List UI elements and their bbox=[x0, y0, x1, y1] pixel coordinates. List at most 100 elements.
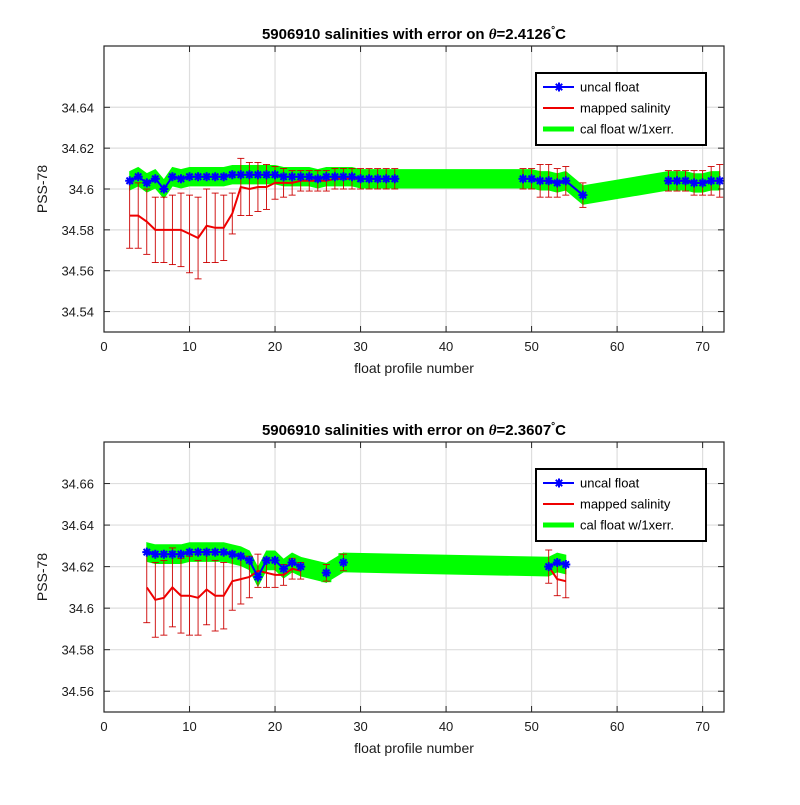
star-marker bbox=[689, 178, 699, 188]
legend-item: uncal float bbox=[543, 80, 640, 95]
uncal-float-point bbox=[202, 547, 212, 557]
uncal-float-point bbox=[313, 174, 323, 184]
mapped-salinity-line bbox=[547, 566, 567, 583]
star-marker bbox=[236, 551, 246, 561]
star-marker bbox=[219, 547, 229, 557]
star-marker bbox=[681, 176, 690, 186]
legend-label: mapped salinity bbox=[580, 497, 671, 512]
legend: uncal float mapped salinity cal float w/1x… bbox=[535, 72, 707, 146]
star-marker bbox=[296, 172, 306, 182]
star-marker bbox=[330, 172, 340, 182]
uncal-float-point bbox=[185, 547, 194, 557]
star-marker bbox=[296, 562, 306, 572]
uncal-float-point bbox=[338, 558, 348, 567]
legend-star-marker bbox=[554, 82, 564, 92]
y-tick-label: 34.56 bbox=[61, 264, 94, 279]
uncal-float-point bbox=[561, 560, 571, 569]
uncal-float-point bbox=[321, 172, 331, 182]
uncal-float-point bbox=[176, 174, 186, 184]
y-tick-label: 34.62 bbox=[61, 560, 94, 575]
star-marker bbox=[287, 172, 297, 182]
star-marker bbox=[535, 176, 545, 186]
chart-title: 5906910 salinities with error on θ=2.412… bbox=[262, 25, 566, 43]
x-tick-label: 20 bbox=[268, 719, 282, 734]
legend-label: uncal float bbox=[580, 476, 640, 491]
star-marker bbox=[663, 176, 673, 186]
star-marker bbox=[527, 174, 537, 184]
star-marker bbox=[150, 549, 160, 559]
y-tick-label: 34.64 bbox=[61, 100, 94, 115]
chart-1: 0 10 20 30 40 50 60 70 34.54 34.56 34.58 34.6 34.62 3… bbox=[34, 25, 725, 376]
uncal-float-point bbox=[681, 176, 690, 186]
uncal-float-point bbox=[287, 172, 297, 182]
star-marker bbox=[270, 555, 280, 565]
cal-float-band-gap bbox=[394, 169, 524, 189]
uncal-float-point bbox=[227, 549, 237, 559]
uncal-float-point bbox=[210, 547, 220, 557]
chart-2: 0 10 20 30 40 50 60 70 34.56 34.58 34.6 34.62 34.64 3… bbox=[34, 421, 725, 756]
star-marker bbox=[176, 174, 186, 184]
star-marker bbox=[142, 178, 152, 188]
uncal-float-point bbox=[167, 549, 177, 559]
uncal-float-point bbox=[142, 178, 152, 188]
star-marker bbox=[578, 190, 588, 200]
star-marker bbox=[262, 170, 271, 180]
star-marker bbox=[185, 172, 194, 182]
title-theta: θ bbox=[489, 27, 497, 43]
star-marker bbox=[356, 174, 366, 184]
star-marker bbox=[142, 547, 152, 557]
star-marker bbox=[279, 172, 289, 182]
star-marker bbox=[518, 174, 528, 184]
uncal-float-point bbox=[227, 170, 237, 180]
x-tick-label: 40 bbox=[439, 339, 453, 354]
star-marker bbox=[185, 547, 194, 557]
star-marker bbox=[321, 172, 331, 182]
star-marker bbox=[364, 174, 374, 184]
uncal-float-point bbox=[236, 170, 246, 180]
star-marker bbox=[219, 172, 229, 182]
star-marker bbox=[338, 558, 348, 567]
uncal-float-point bbox=[390, 174, 400, 184]
star-marker bbox=[672, 176, 682, 186]
x-tick-label: 50 bbox=[524, 719, 538, 734]
title-theta: θ bbox=[489, 423, 497, 439]
legend-item: cal float w/1xerr. bbox=[543, 122, 674, 137]
legend-label: cal float w/1xerr. bbox=[580, 518, 674, 533]
y-tick-label: 34.64 bbox=[61, 518, 94, 533]
uncal-float-point bbox=[364, 174, 374, 184]
x-tick-label: 10 bbox=[182, 719, 196, 734]
uncal-float-point bbox=[715, 176, 725, 186]
uncal-float-point bbox=[279, 172, 289, 182]
uncal-float-point bbox=[244, 170, 254, 180]
uncal-float-point bbox=[381, 174, 391, 184]
star-marker bbox=[706, 176, 716, 186]
y-tick-label: 34.56 bbox=[61, 684, 94, 699]
star-marker bbox=[287, 558, 297, 567]
uncal-float-point bbox=[578, 190, 588, 200]
star-marker bbox=[159, 184, 169, 194]
star-marker bbox=[338, 172, 348, 182]
x-tick-label: 30 bbox=[353, 719, 367, 734]
uncal-float-point bbox=[150, 174, 160, 184]
uncal-float-point bbox=[672, 176, 682, 186]
y-tick-label: 34.66 bbox=[61, 477, 94, 492]
star-marker bbox=[698, 178, 708, 188]
title-degree: ° bbox=[551, 25, 555, 36]
uncal-float-point bbox=[561, 176, 571, 186]
x-tick-label: 0 bbox=[100, 719, 107, 734]
star-marker bbox=[279, 564, 289, 574]
star-marker bbox=[227, 549, 237, 559]
star-marker bbox=[210, 172, 220, 182]
star-marker bbox=[552, 558, 562, 567]
legend-star-marker bbox=[554, 478, 564, 488]
star-marker bbox=[544, 176, 554, 186]
uncal-float-point bbox=[270, 170, 280, 180]
x-axis-label: float profile number bbox=[354, 360, 474, 376]
uncal-float-point bbox=[373, 174, 383, 184]
uncal-float-point bbox=[552, 558, 562, 567]
x-tick-label: 40 bbox=[439, 719, 453, 734]
title-value: =2.3607 bbox=[497, 422, 552, 439]
star-marker bbox=[125, 176, 135, 186]
y-tick-label: 34.6 bbox=[69, 182, 94, 197]
star-marker bbox=[715, 176, 725, 186]
